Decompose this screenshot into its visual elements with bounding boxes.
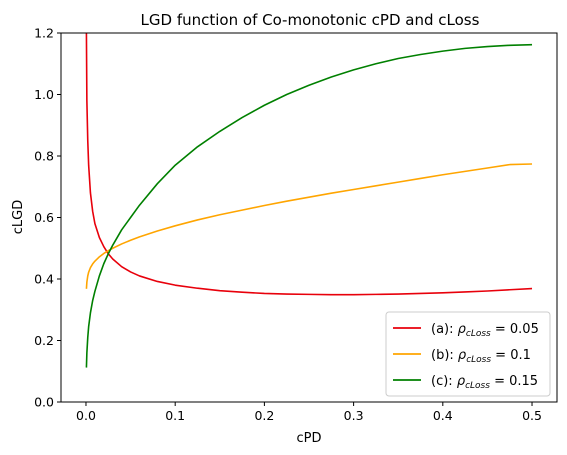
legend-box (385, 311, 551, 397)
x-tick-label: 0.2 (254, 408, 274, 423)
legend-label-c: (c): ρcLoss = 0.15 (431, 374, 538, 391)
series-line-c (85, 43, 533, 368)
x-tick-label: 0.1 (165, 408, 185, 423)
chart-title: LGD function of Co-monotonic cPD and cLo… (141, 11, 480, 29)
y-tick-label: 0.2 (34, 333, 54, 348)
series-line-a (85, 33, 533, 296)
x-axis-label: cPD (297, 431, 322, 446)
series-layer (85, 33, 533, 368)
x-ticks: 0.0 0.1 0.2 0.3 0.4 0.5 (76, 402, 542, 423)
legend: (a): ρcLoss = 0.05 (b): ρcLoss = 0.1 (c): … (385, 311, 551, 397)
series-line-b (85, 163, 533, 289)
y-tick-label: 1.0 (34, 87, 54, 102)
y-tick-label: 0.6 (34, 210, 54, 225)
legend-label-b: (b): ρcLoss = 0.1 (431, 348, 531, 365)
y-ticks: 0.0 0.2 0.4 0.6 0.8 1.0 1.2 (34, 26, 61, 410)
y-tick-label: 0.0 (34, 395, 54, 410)
x-tick-label: 0.4 (433, 408, 453, 423)
y-tick-label: 0.8 (34, 149, 54, 164)
x-tick-label: 0.3 (344, 408, 364, 423)
x-tick-label: 0.5 (522, 408, 542, 423)
y-tick-label: 1.2 (34, 26, 54, 41)
y-tick-label: 0.4 (34, 272, 54, 287)
y-axis-label: cLGD (11, 200, 26, 234)
legend-label-a: (a): ρcLoss = 0.05 (431, 322, 539, 339)
x-tick-label: 0.0 (76, 408, 96, 423)
